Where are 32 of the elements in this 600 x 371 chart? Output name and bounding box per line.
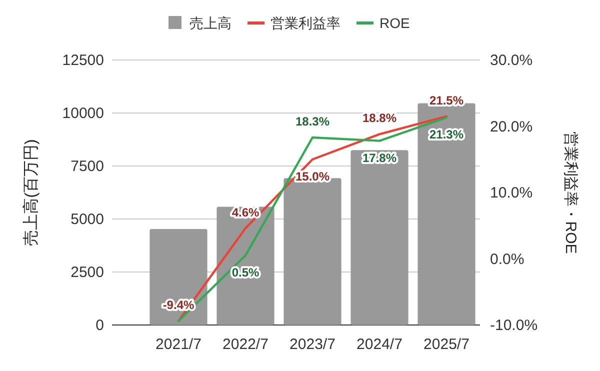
legend-label: 売上高 (190, 15, 232, 31)
y-tick-label: 10000 (62, 105, 104, 122)
data-label: 17.8% (362, 150, 397, 165)
y-tick-label: 0 (96, 317, 104, 334)
y-tick-label: 7500 (70, 158, 104, 175)
x-tick-label: 2021/7 (156, 336, 202, 353)
y2-axis-title: 営業利益率・ROE (562, 131, 579, 254)
x-tick-label: 2023/7 (290, 336, 336, 353)
data-label: 21.3% (429, 128, 464, 142)
data-label: 4.6% (232, 205, 260, 220)
data-label: 21.5% (429, 93, 464, 108)
data-label: 18.3% (295, 114, 330, 129)
bar (350, 150, 408, 325)
bar (418, 103, 476, 325)
y-axis-title: 売上高(百万円) (22, 139, 40, 246)
y-tick-label: 12500 (62, 52, 104, 69)
data-label: 15.0% (295, 169, 330, 184)
y2-tick-label: 10.0% (490, 184, 533, 202)
x-tick-label: 2022/7 (222, 336, 268, 353)
y-tick-label: 2500 (70, 264, 104, 281)
legend-label: ROE (380, 15, 410, 31)
bar (150, 228, 208, 325)
y2-tick-label: 30.0% (490, 52, 533, 69)
data-label: 0.5% (232, 265, 260, 280)
y-tick-label: 5000 (70, 211, 104, 228)
y2-tick-label: -10.0% (490, 317, 538, 334)
y2-tick-label: 0.0% (490, 250, 524, 268)
x-tick-label: 2024/7 (356, 336, 402, 353)
x-tick-label: 2025/7 (424, 336, 470, 353)
data-label: 18.8% (362, 111, 397, 126)
y2-tick-label: 20.0% (490, 118, 533, 136)
legend-label: 営業利益率 (270, 15, 340, 31)
